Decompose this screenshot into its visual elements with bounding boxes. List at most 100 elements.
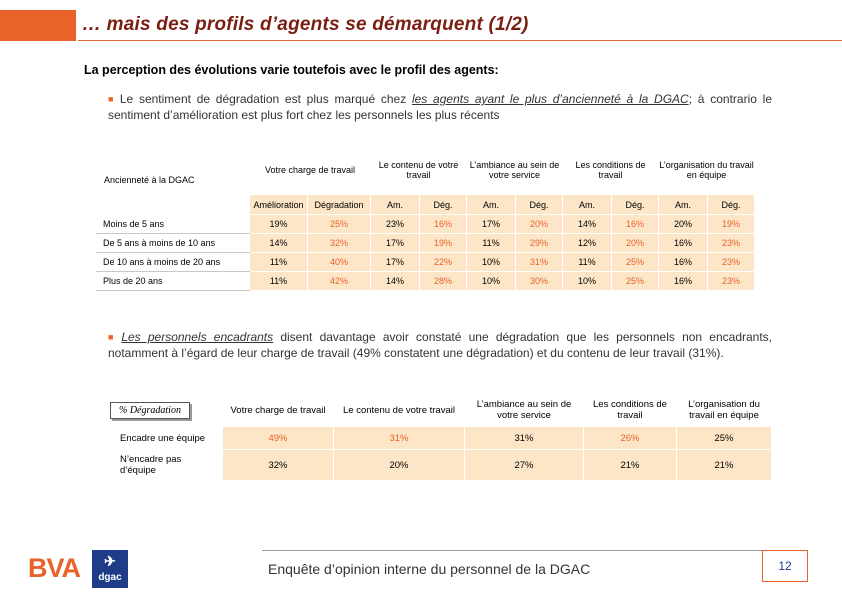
- bullet1-post: ; à contrario le sentiment d’amélioratio…: [108, 92, 772, 122]
- table-cell: 19%: [707, 214, 755, 234]
- title-underline: [78, 10, 842, 41]
- table-cell: 25%: [307, 214, 371, 234]
- table-cell: 19%: [249, 214, 308, 234]
- table1-subheader: Dégradation: [307, 194, 371, 215]
- management-table: % Dégradation Votre charge de travail Le…: [110, 394, 772, 481]
- table-cell: 42%: [307, 271, 371, 291]
- table2-column-header: L’ambiance au sein de votre service: [464, 394, 584, 427]
- table-cell: 12%: [562, 233, 612, 253]
- footer-divider: [262, 550, 762, 551]
- table-cell: 21%: [583, 449, 677, 481]
- page-title: … mais des profils d’agents se démarquen…: [82, 14, 529, 35]
- table-cell: 11%: [249, 271, 308, 291]
- table1-group: Le contenu de votre travail: [370, 146, 467, 195]
- table-cell: 20%: [658, 214, 708, 234]
- table-cell: 16%: [419, 214, 467, 234]
- table-cell: 14%: [249, 233, 308, 253]
- page-number: 12: [762, 550, 808, 582]
- bullet-seniority: ■ Le sentiment de dégradation est plus ma…: [108, 91, 772, 123]
- row-label: De 10 ans à moins de 20 ans: [96, 252, 250, 272]
- table2-header-row: % Dégradation Votre charge de travail Le…: [110, 394, 772, 427]
- table-cell: 16%: [611, 214, 659, 234]
- table-cell: 23%: [707, 252, 755, 272]
- table1-group: Votre charge de travail: [249, 146, 371, 195]
- table-cell: 17%: [370, 252, 420, 272]
- table-row: N’encadre pas d’équipe 32% 20% 27% 21% 2…: [110, 449, 772, 481]
- table-cell: 49%: [222, 426, 334, 450]
- bva-logo: BVA: [28, 553, 81, 583]
- bullet1-pre: Le sentiment de dégradation est plus mar…: [119, 92, 412, 106]
- table-cell: 23%: [707, 271, 755, 291]
- table-cell: 23%: [707, 233, 755, 253]
- table-row: Moins de 5 ans 19% 25% 23% 16% 17% 20% 1…: [96, 214, 755, 234]
- table1-header-row: Ancienneté à la DGAC Votre charge de tra…: [96, 146, 755, 215]
- table-cell: 25%: [611, 271, 659, 291]
- table-cell: 11%: [562, 252, 612, 272]
- table1-group: L’ambiance au sein de votre service: [466, 146, 563, 195]
- table-cell: 17%: [466, 214, 516, 234]
- table-row: Plus de 20 ans 11% 42% 14% 28% 10% 30% 1…: [96, 271, 755, 291]
- table1-subheader: Amélioration: [249, 194, 308, 215]
- table2-column-header: Votre charge de travail: [222, 394, 334, 427]
- table-cell: 26%: [583, 426, 677, 450]
- table-cell: 31%: [515, 252, 563, 272]
- table-cell: 14%: [562, 214, 612, 234]
- table-cell: 32%: [307, 233, 371, 253]
- table-cell: 40%: [307, 252, 371, 272]
- page-subtitle: La perception des évolutions varie toute…: [84, 63, 499, 77]
- table1-group: L’organisation du travail en équipe: [658, 146, 755, 195]
- table1-row-header: Ancienneté à la DGAC: [96, 146, 250, 215]
- footer-text: Enquête d’opinion interne du personnel d…: [268, 561, 591, 577]
- table-cell: 16%: [658, 271, 708, 291]
- table1-subheader: Dég.: [707, 194, 755, 215]
- table-cell: 20%: [515, 214, 563, 234]
- table1-subheader-row: Amélioration Dégradation Am. Dég. Am. Dé…: [96, 194, 755, 215]
- table-cell: 30%: [515, 271, 563, 291]
- degradation-label-box: % Dégradation: [110, 401, 190, 419]
- row-label: Plus de 20 ans: [96, 271, 250, 291]
- table1-subheader: Dég.: [419, 194, 467, 215]
- table2-column-header: Les conditions de travail: [583, 394, 677, 427]
- plane-icon: ✈: [104, 553, 116, 569]
- dgac-logo: ✈ dgac: [92, 550, 128, 588]
- table1-subheader: Dég.: [515, 194, 563, 215]
- table-row: De 10 ans à moins de 20 ans 11% 40% 17% …: [96, 252, 755, 272]
- table-cell: 16%: [658, 252, 708, 272]
- table-cell: 10%: [562, 271, 612, 291]
- bullet2-post: disent davantage avoir constaté une dégr…: [108, 330, 773, 360]
- table1-subheader: Am.: [658, 194, 708, 215]
- row-label: De 5 ans à moins de 10 ans: [96, 233, 250, 253]
- table-cell: 23%: [370, 214, 420, 234]
- table-cell: 31%: [333, 426, 465, 450]
- table2-column-header: L’organisation du travail en équipe: [676, 394, 772, 427]
- table-cell: 11%: [466, 233, 516, 253]
- seniority-table: Ancienneté à la DGAC Votre charge de tra…: [96, 146, 755, 291]
- table-cell: 10%: [466, 252, 516, 272]
- bullet-square-icon: ■: [108, 94, 116, 104]
- table-cell: 27%: [464, 449, 584, 481]
- table1-group: Les conditions de travail: [562, 146, 659, 195]
- bullet-square-icon: ■: [108, 332, 118, 342]
- table-cell: 10%: [466, 271, 516, 291]
- table2-column-header: Le contenu de votre travail: [333, 394, 465, 427]
- table-row: De 5 ans à moins de 10 ans 14% 32% 17% 1…: [96, 233, 755, 253]
- table-cell: 32%: [222, 449, 334, 481]
- table-row: Encadre une équipe 49% 31% 31% 26% 25%: [110, 426, 772, 450]
- table-cell: 11%: [249, 252, 308, 272]
- bullet1-underlined: les agents ayant le plus d’ancienneté à …: [411, 92, 689, 106]
- table2-corner-cell: % Dégradation: [110, 394, 223, 427]
- table-cell: 14%: [370, 271, 420, 291]
- table-cell: 22%: [419, 252, 467, 272]
- table-cell: 25%: [676, 426, 772, 450]
- row-label: N’encadre pas d’équipe: [110, 449, 223, 481]
- table1-subheader: Am.: [562, 194, 612, 215]
- table-cell: 20%: [611, 233, 659, 253]
- table-cell: 28%: [419, 271, 467, 291]
- table-cell: 21%: [676, 449, 772, 481]
- table-cell: 17%: [370, 233, 420, 253]
- table1-subheader: Am.: [466, 194, 516, 215]
- dgac-logo-text: dgac: [98, 572, 122, 583]
- title-accent-bar: [0, 10, 76, 41]
- table-cell: 29%: [515, 233, 563, 253]
- table-cell: 25%: [611, 252, 659, 272]
